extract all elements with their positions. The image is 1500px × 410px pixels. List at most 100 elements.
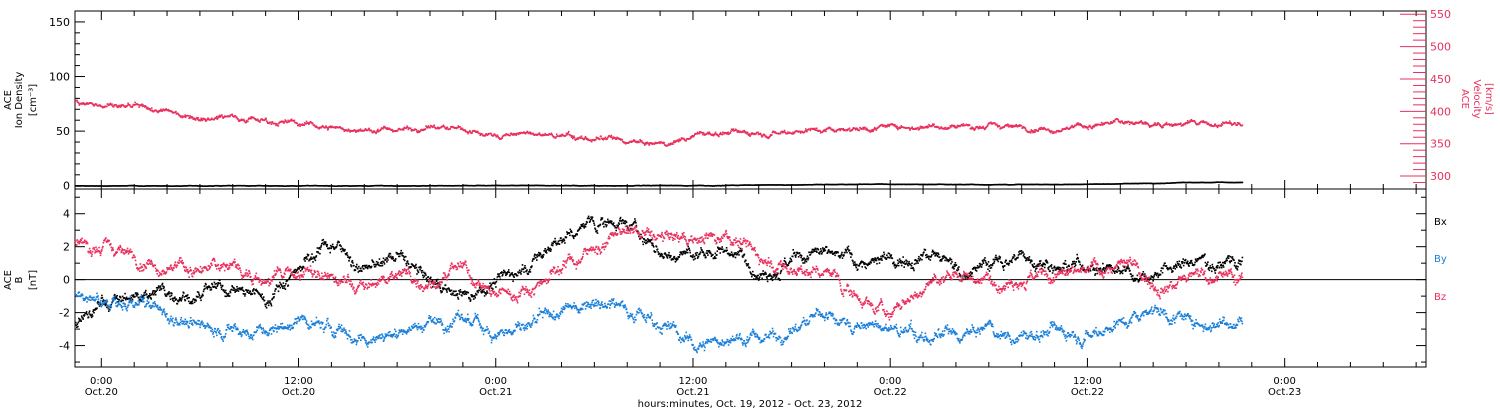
bx-series-point bbox=[215, 287, 218, 289]
velocity-series-point bbox=[479, 134, 481, 137]
density-series-point bbox=[202, 185, 204, 187]
density-series-point bbox=[594, 184, 597, 187]
bx-series-point bbox=[489, 285, 492, 288]
velocity-series-point bbox=[467, 131, 470, 134]
velocity-series-point bbox=[329, 125, 332, 127]
density-series-point bbox=[257, 184, 259, 187]
density-series-point bbox=[448, 184, 451, 187]
bx-series-point bbox=[357, 267, 359, 270]
velocity-series-point bbox=[526, 131, 528, 134]
bx-series-point bbox=[403, 256, 405, 259]
density-series-point bbox=[1162, 182, 1165, 185]
density-series-point bbox=[860, 183, 863, 186]
velocity-series-point bbox=[809, 129, 812, 132]
density-series-point bbox=[422, 185, 424, 187]
bx-series-point bbox=[81, 317, 84, 319]
bx-series-point bbox=[531, 260, 534, 262]
velocity-series-point bbox=[1239, 123, 1241, 126]
bx-series-point bbox=[568, 232, 571, 234]
bx-series-point bbox=[815, 250, 818, 252]
density-series-point bbox=[585, 185, 588, 187]
density-series-point bbox=[701, 184, 703, 187]
density-series-point bbox=[1207, 181, 1209, 184]
velocity-series-point bbox=[604, 136, 607, 139]
velocity-series-point bbox=[560, 135, 563, 137]
velocity-series-point bbox=[382, 127, 384, 130]
density-series-point bbox=[260, 184, 262, 187]
velocity-series-point bbox=[604, 137, 606, 140]
velocity-series-point bbox=[191, 116, 194, 119]
velocity-series-point bbox=[741, 131, 743, 134]
velocity-series-point bbox=[937, 126, 940, 129]
velocity-series-point bbox=[1087, 128, 1089, 131]
velocity-series-point bbox=[658, 141, 660, 144]
density-series-point bbox=[957, 183, 960, 186]
velocity-series-point bbox=[416, 130, 418, 133]
bx-series-point bbox=[578, 228, 580, 231]
density-series-point bbox=[193, 185, 195, 187]
bx-series-point bbox=[771, 279, 774, 282]
bx-series-point bbox=[167, 292, 170, 294]
bx-series-point bbox=[146, 293, 148, 296]
bx-series-point bbox=[368, 265, 371, 268]
bx-series-point bbox=[814, 247, 817, 250]
velocity-series-point bbox=[443, 125, 446, 128]
bx-series-point bbox=[271, 297, 274, 300]
bx-series-point bbox=[349, 256, 352, 258]
velocity-series-point bbox=[250, 117, 252, 120]
velocity-series-point bbox=[1179, 123, 1182, 125]
velocity-series-point bbox=[716, 133, 718, 136]
bx-series-point bbox=[131, 298, 134, 301]
velocity-series-point bbox=[207, 117, 209, 119]
density-series-point bbox=[467, 184, 470, 187]
density-series-point bbox=[216, 185, 218, 187]
density-series-point bbox=[411, 185, 413, 187]
density-series-point bbox=[137, 185, 139, 187]
velocity-series-point bbox=[641, 140, 643, 142]
bx-series-point bbox=[660, 252, 663, 255]
density-series-point bbox=[337, 185, 339, 187]
density-series-point bbox=[655, 184, 658, 187]
density-series-point bbox=[975, 183, 977, 186]
bx-series-point bbox=[170, 292, 172, 294]
velocity-series-point bbox=[442, 125, 444, 128]
bx-series-point bbox=[410, 266, 412, 268]
density-series-point bbox=[413, 185, 415, 187]
velocity-series-point bbox=[509, 134, 511, 137]
density-series-point bbox=[941, 183, 944, 186]
density-series-point bbox=[126, 185, 128, 187]
density-series-point bbox=[970, 183, 972, 186]
bx-series-point bbox=[758, 278, 760, 280]
bx-series-point bbox=[646, 240, 649, 243]
bx-series-point bbox=[564, 242, 566, 244]
bx-series-point bbox=[545, 252, 548, 254]
density-series-point bbox=[823, 183, 826, 186]
density-series-point bbox=[491, 184, 493, 187]
density-series-point bbox=[1094, 183, 1097, 185]
bx-series-point bbox=[496, 276, 499, 278]
density-series-point bbox=[1160, 182, 1163, 185]
bx-series-point bbox=[520, 270, 523, 272]
bx-series-point bbox=[794, 254, 796, 257]
velocity-series-point bbox=[956, 124, 959, 127]
bx-series-point bbox=[255, 289, 257, 292]
density-series-point bbox=[915, 183, 917, 186]
bx-series-point bbox=[730, 254, 732, 256]
bx-series-point bbox=[437, 282, 439, 284]
bx-series-point bbox=[336, 244, 338, 246]
bx-series-point bbox=[703, 253, 706, 256]
bx-series-point bbox=[584, 223, 586, 226]
bx-series-point bbox=[802, 262, 804, 264]
density-series-point bbox=[212, 185, 214, 187]
density-series-point bbox=[1035, 183, 1038, 186]
bx-series-point bbox=[350, 264, 352, 266]
velocity-series-point bbox=[925, 126, 928, 129]
velocity-series-point bbox=[1241, 124, 1244, 127]
bx-series-point bbox=[177, 299, 179, 302]
density-series-point bbox=[699, 184, 701, 187]
velocity-series-point bbox=[1078, 124, 1081, 126]
velocity-series-point bbox=[117, 106, 119, 109]
bx-series-point bbox=[197, 296, 199, 298]
velocity-series-point bbox=[1210, 124, 1213, 126]
density-series-point bbox=[993, 183, 995, 186]
